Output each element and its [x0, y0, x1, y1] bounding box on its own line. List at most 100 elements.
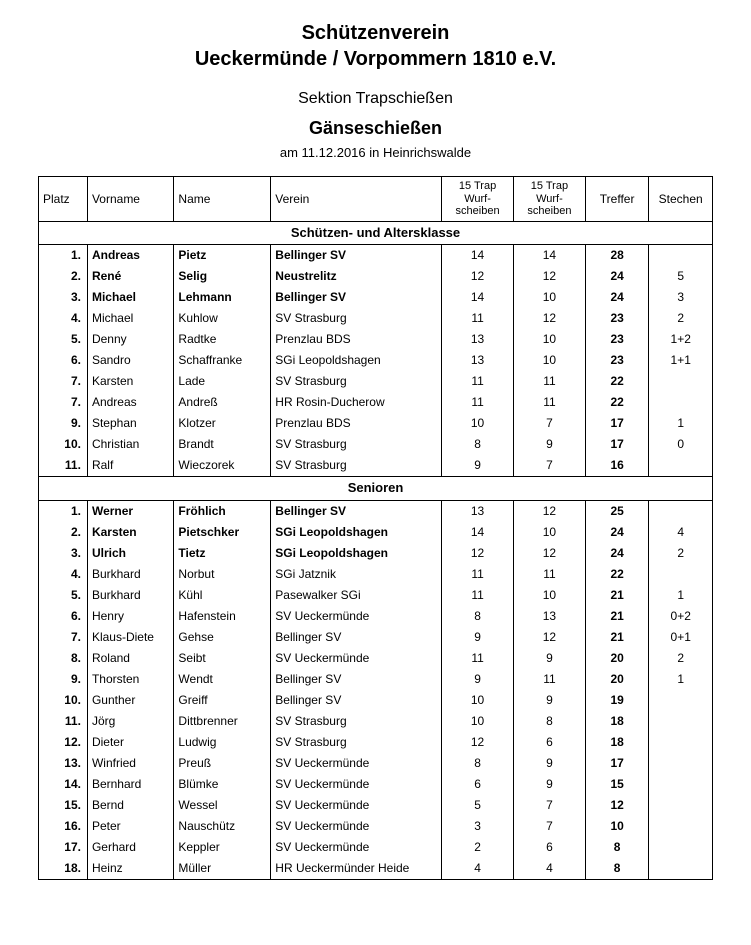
cell-trap2: 7	[514, 795, 586, 816]
cell-name: Kuhlow	[174, 308, 271, 329]
cell-treffer: 16	[585, 455, 649, 477]
cell-stechen: 1	[649, 585, 713, 606]
table-row: 9.StephanKlotzerPrenzlau BDS107171	[39, 413, 713, 434]
cell-vorname: Klaus-Diete	[87, 627, 173, 648]
cell-name: Keppler	[174, 837, 271, 858]
cell-platz: 12.	[39, 732, 88, 753]
cell-stechen: 2	[649, 543, 713, 564]
cell-trap1: 9	[442, 669, 514, 690]
cell-vorname: Gunther	[87, 690, 173, 711]
cell-trap2: 10	[514, 350, 586, 371]
col-trap1: 15 Trap Wurf-scheiben	[442, 177, 514, 222]
table-row: 12.DieterLudwigSV Strasburg12618	[39, 732, 713, 753]
cell-trap2: 12	[514, 266, 586, 287]
cell-trap1: 8	[442, 606, 514, 627]
section-name: Sektion Trapschießen	[0, 90, 751, 108]
table-row: 9.ThorstenWendtBellinger SV911201	[39, 669, 713, 690]
cell-name: Kühl	[174, 585, 271, 606]
cell-treffer: 20	[585, 669, 649, 690]
cell-treffer: 18	[585, 732, 649, 753]
cell-verein: SV Strasburg	[271, 732, 442, 753]
cell-trap2: 12	[514, 308, 586, 329]
cell-trap2: 10	[514, 329, 586, 350]
cell-trap2: 13	[514, 606, 586, 627]
cell-verein: SV Ueckermünde	[271, 648, 442, 669]
org-name-line1: Schützenverein	[0, 20, 751, 46]
cell-verein: SV Ueckermünde	[271, 753, 442, 774]
table-row: 8.RolandSeibtSV Ueckermünde119202	[39, 648, 713, 669]
cell-trap2: 11	[514, 371, 586, 392]
cell-name: Dittbrenner	[174, 711, 271, 732]
cell-vorname: Michael	[87, 287, 173, 308]
cell-treffer: 18	[585, 711, 649, 732]
section-header-row: Schützen- und Altersklasse	[39, 222, 713, 245]
cell-stechen: 1+2	[649, 329, 713, 350]
cell-name: Greiff	[174, 690, 271, 711]
cell-stechen	[649, 690, 713, 711]
cell-name: Lade	[174, 371, 271, 392]
cell-name: Pietschker	[174, 522, 271, 543]
cell-verein: SGi Jatznik	[271, 564, 442, 585]
table-row: 18.HeinzMüllerHR Ueckermünder Heide448	[39, 858, 713, 880]
cell-vorname: Andreas	[87, 245, 173, 267]
cell-vorname: Christian	[87, 434, 173, 455]
cell-trap1: 11	[442, 371, 514, 392]
cell-stechen: 1+1	[649, 350, 713, 371]
cell-treffer: 17	[585, 434, 649, 455]
cell-trap1: 11	[442, 648, 514, 669]
cell-stechen: 1	[649, 669, 713, 690]
table-row: 15.BerndWesselSV Ueckermünde5712	[39, 795, 713, 816]
cell-trap2: 12	[514, 627, 586, 648]
table-row: 1.AndreasPietzBellinger SV141428	[39, 245, 713, 267]
cell-stechen	[649, 774, 713, 795]
cell-trap2: 10	[514, 287, 586, 308]
cell-name: Preuß	[174, 753, 271, 774]
cell-trap2: 9	[514, 434, 586, 455]
cell-stechen	[649, 392, 713, 413]
cell-verein: Bellinger SV	[271, 627, 442, 648]
cell-verein: HR Rosin-Ducherow	[271, 392, 442, 413]
cell-treffer: 8	[585, 858, 649, 880]
cell-name: Gehse	[174, 627, 271, 648]
cell-stechen	[649, 816, 713, 837]
cell-treffer: 10	[585, 816, 649, 837]
cell-trap1: 4	[442, 858, 514, 880]
table-row: 2.RenéSeligNeustrelitz1212245	[39, 266, 713, 287]
cell-verein: Bellinger SV	[271, 500, 442, 522]
cell-trap2: 7	[514, 455, 586, 477]
table-row: 4.MichaelKuhlowSV Strasburg1112232	[39, 308, 713, 329]
table-row: 6.HenryHafensteinSV Ueckermünde813210+2	[39, 606, 713, 627]
cell-name: Seibt	[174, 648, 271, 669]
cell-trap1: 14	[442, 245, 514, 267]
col-verein: Verein	[271, 177, 442, 222]
cell-vorname: Burkhard	[87, 564, 173, 585]
cell-vorname: Gerhard	[87, 837, 173, 858]
cell-trap1: 9	[442, 627, 514, 648]
col-name: Name	[174, 177, 271, 222]
cell-name: Pietz	[174, 245, 271, 267]
col-vorname: Vorname	[87, 177, 173, 222]
table-row: 17.GerhardKepplerSV Ueckermünde268	[39, 837, 713, 858]
section-title: Senioren	[39, 477, 713, 500]
results-table-wrap: Platz Vorname Name Verein 15 Trap Wurf-s…	[38, 176, 713, 880]
cell-vorname: Burkhard	[87, 585, 173, 606]
cell-platz: 8.	[39, 648, 88, 669]
cell-trap1: 6	[442, 774, 514, 795]
cell-trap2: 11	[514, 669, 586, 690]
cell-platz: 13.	[39, 753, 88, 774]
cell-platz: 2.	[39, 266, 88, 287]
cell-vorname: Winfried	[87, 753, 173, 774]
cell-trap1: 10	[442, 690, 514, 711]
cell-stechen	[649, 795, 713, 816]
cell-stechen	[649, 753, 713, 774]
table-row: 10.ChristianBrandtSV Strasburg89170	[39, 434, 713, 455]
cell-name: Radtke	[174, 329, 271, 350]
cell-vorname: Dieter	[87, 732, 173, 753]
table-row: 10.GuntherGreiffBellinger SV10919	[39, 690, 713, 711]
cell-platz: 3.	[39, 287, 88, 308]
table-head: Platz Vorname Name Verein 15 Trap Wurf-s…	[39, 177, 713, 222]
cell-trap2: 6	[514, 732, 586, 753]
cell-stechen: 0	[649, 434, 713, 455]
cell-platz: 6.	[39, 606, 88, 627]
col-treffer: Treffer	[585, 177, 649, 222]
